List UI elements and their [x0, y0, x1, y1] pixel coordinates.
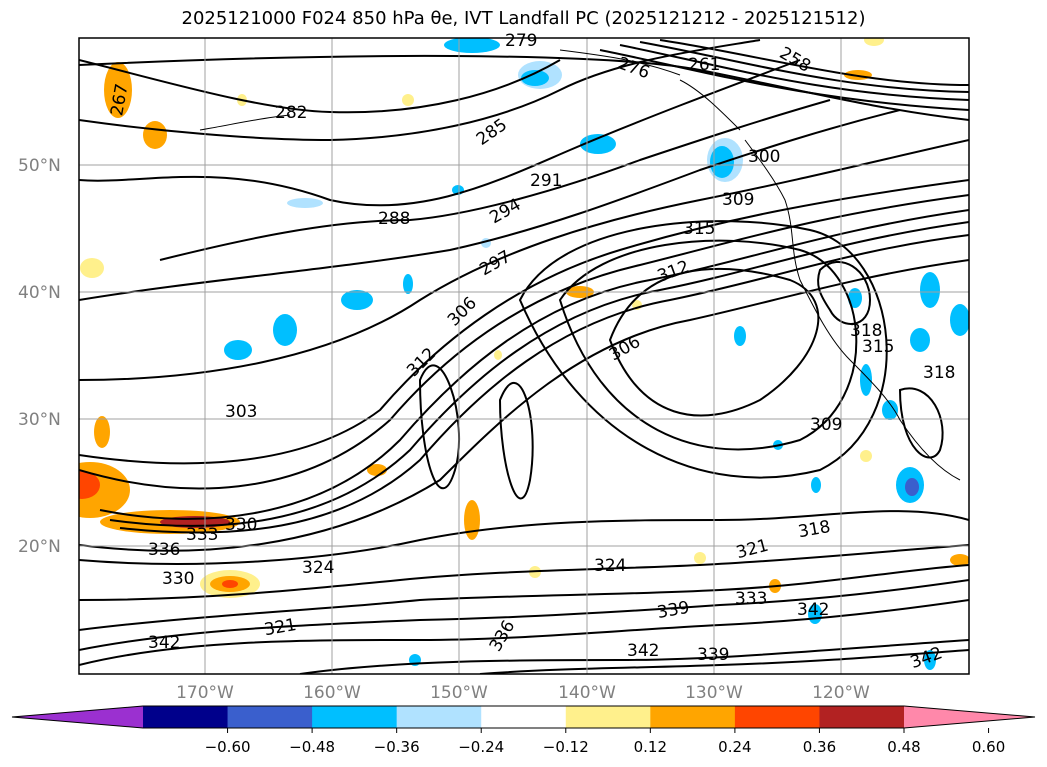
contour-label: 324: [594, 556, 626, 576]
contour-label: 291: [530, 171, 562, 191]
contour-label: 318: [923, 363, 955, 383]
map-frame: [78, 37, 970, 675]
coastlines: [199, 49, 961, 481]
contour-label: 336: [148, 540, 180, 560]
lon-tick-label: 140°W: [558, 683, 616, 703]
colorbar-extend-min: [12, 706, 143, 728]
colorbar-segment: [481, 706, 567, 728]
colorbar-tick-label: −0.48: [289, 738, 335, 756]
contour-label: 261: [688, 55, 720, 75]
lon-tick-label: 160°W: [303, 683, 361, 703]
colorbar-tick-label: 0.48: [887, 738, 920, 756]
colorbar-tick-label: −0.36: [374, 738, 420, 756]
colorbar-tick-label: 0.12: [634, 738, 667, 756]
lon-tick-label: 170°W: [176, 683, 234, 703]
contour-label: 342: [908, 643, 945, 673]
colorbar-segment: [734, 706, 820, 728]
contour-label: 330: [225, 515, 257, 535]
contour-label: 318: [850, 321, 882, 341]
colorbar-segment: [312, 706, 398, 728]
colorbar-segment: [565, 706, 651, 728]
contour-label: 333: [735, 589, 767, 609]
lon-tick-label: 150°W: [430, 683, 488, 703]
contour-label: 306: [444, 293, 481, 330]
lat-tick-label: 50°N: [18, 156, 61, 176]
contour-label: 321: [263, 615, 298, 640]
contour-label: 297: [476, 247, 514, 281]
lon-tick-label: 120°W: [812, 683, 870, 703]
colorbar-segment: [143, 706, 229, 728]
contour-label: 258: [776, 43, 814, 77]
colorbar-segment: [396, 706, 482, 728]
contour-label: 303: [225, 402, 257, 422]
colorbar-tick-label: −0.24: [458, 738, 504, 756]
colorbar-tick-label: −0.60: [205, 738, 251, 756]
contour-label: 318: [797, 517, 832, 542]
contour-label-layer: 279 258 261 282 285 291 288 294 300 309 …: [107, 31, 955, 673]
contour-label: 288: [378, 209, 410, 229]
contour-label: 309: [722, 190, 754, 210]
contour-label: 342: [627, 641, 659, 661]
colorbar-extend-max: [904, 706, 1035, 728]
contour-label: 315: [862, 337, 894, 357]
contour-label: 321: [734, 536, 771, 564]
contour-label: 342: [148, 633, 180, 653]
colorbar-outline: [11, 705, 1036, 729]
colorbar-segment: [650, 706, 736, 728]
contour-label: 324: [302, 558, 334, 578]
colorbar-tick-label: 0.60: [972, 738, 1005, 756]
contour-label: 339: [697, 645, 729, 665]
lat-tick-label: 20°N: [18, 537, 61, 557]
graticule: [79, 38, 969, 674]
contour-label: 330: [162, 569, 194, 589]
contour-label: 312: [655, 257, 692, 287]
contour-label: 342: [797, 600, 829, 620]
colorbar: −0.60 −0.48 −0.36 −0.24 −0.12 0.12 0.24 0.36 0.4…: [11, 705, 1036, 756]
contour-label: 315: [683, 219, 715, 239]
colorbar-tick-label: 0.24: [718, 738, 751, 756]
contour-label: 312: [403, 344, 440, 381]
contour-label: 300: [748, 147, 780, 167]
lon-tick-label: 130°W: [685, 683, 743, 703]
contour-label: 282: [275, 103, 307, 123]
theta-e-contours: [79, 39, 969, 674]
colorbar-segment: [819, 706, 905, 728]
contour-label: 276: [615, 53, 652, 83]
contour-label: 339: [656, 598, 691, 623]
latitude-labels: 50°N 40°N 30°N 20°N: [18, 156, 61, 557]
contour-label: 336: [486, 617, 520, 655]
colorbar-tick-label: 0.36: [803, 738, 836, 756]
contour-label: 309: [810, 415, 842, 435]
contour-label: 279: [505, 31, 537, 51]
colorbar-segment: [227, 706, 313, 728]
lat-tick-label: 30°N: [18, 410, 61, 430]
lat-tick-label: 40°N: [18, 283, 61, 303]
contour-label: 333: [186, 525, 218, 545]
map-title: 2025121000 F024 850 hPa θe, IVT Landfall…: [181, 8, 866, 29]
longitude-labels: 170°W 160°W 150°W 140°W 130°W 120°W: [176, 683, 870, 703]
contour-label: 267: [107, 82, 132, 117]
colorbar-tick-label: −0.12: [543, 738, 589, 756]
